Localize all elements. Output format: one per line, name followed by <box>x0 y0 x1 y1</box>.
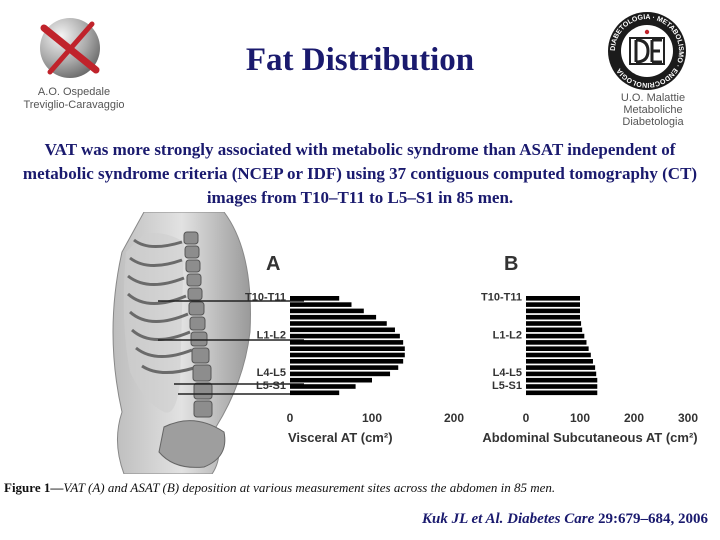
level-label-b-1: L1-L2 <box>493 329 522 341</box>
bar-a-12 <box>290 371 391 377</box>
department-seal: DIABETOLOGIA · METABOLISMO · ENDOCRINOLO… <box>606 10 688 92</box>
citation-details: 29:679–684, 2006 <box>594 511 708 527</box>
bar-b-9 <box>526 352 591 358</box>
bar-b-4 <box>526 321 582 326</box>
slide-description: VAT was more strongly associated with me… <box>22 140 698 207</box>
bar-a-4 <box>290 321 387 326</box>
citation-authors: Kuk JL et Al. <box>422 511 504 527</box>
bar-b-15 <box>526 390 598 396</box>
department-name-line2: Metaboliche <box>623 104 683 116</box>
panel-label-a: A <box>266 253 280 275</box>
tick-label-a-1: 100 <box>362 411 382 425</box>
department-seal-icon: DIABETOLOGIA · METABOLISMO · ENDOCRINOLO… <box>608 12 686 90</box>
figure-caption: Figure 1—VAT (A) and ASAT (B) deposition… <box>4 480 555 496</box>
bar-b-2 <box>526 308 580 314</box>
bar-a-6 <box>290 333 400 339</box>
tick-label-b-2: 200 <box>624 411 644 425</box>
bar-a-11 <box>290 365 399 370</box>
figure-caption-text: VAT (A) and ASAT (B) deposition at vario… <box>63 480 556 495</box>
x-axis-label-a: Visceral AT (cm²) <box>288 430 393 445</box>
slide-title: Fat Distribution <box>245 42 475 78</box>
torso-illustration <box>104 211 304 475</box>
hospital-name-line1: A.O. Ospedale <box>37 86 111 98</box>
department-name: U.O. Malattie Metaboliche Diabetologia <box>598 92 708 128</box>
tick-label-b-0: 0 <box>523 411 530 425</box>
tick-label-b-3: 300 <box>678 411 698 425</box>
bar-b-3 <box>526 314 580 320</box>
hospital-name: A.O. Ospedale Treviglio-Caravaggio <box>10 86 138 112</box>
bar-b-13 <box>526 377 598 383</box>
level-label-a-3: L5-S1 <box>256 380 286 392</box>
department-name-line1: U.O. Malattie <box>620 92 686 104</box>
bar-a-13 <box>290 377 372 383</box>
level-label-a-0: T10-T11 <box>245 292 286 304</box>
bar-b-10 <box>526 359 593 364</box>
bar-a-0 <box>290 296 340 301</box>
hospital-logo-icon <box>40 18 100 78</box>
bar-b-1 <box>526 302 580 307</box>
level-label-b-0: T10-T11 <box>481 292 522 304</box>
citation: Kuk JL et Al. Diabetes Care 29:679–684, … <box>300 511 708 528</box>
bar-a-8 <box>290 346 405 351</box>
bar-b-0 <box>526 296 580 301</box>
panel-label-b: B <box>504 253 518 275</box>
bar-a-9 <box>290 352 405 358</box>
department-name-line3: Diabetologia <box>622 116 684 128</box>
figure-caption-label: Figure 1— <box>4 480 64 495</box>
citation-journal: Diabetes Care <box>507 511 595 527</box>
x-axis-label-b: Abdominal Subcutaneous AT (cm²) <box>482 430 697 445</box>
bar-a-7 <box>290 340 404 345</box>
hospital-logo <box>36 14 104 82</box>
bar-a-1 <box>290 302 352 307</box>
bar-a-5 <box>290 327 395 333</box>
level-label-a-2: L4-L5 <box>257 367 286 379</box>
bar-b-11 <box>526 365 596 370</box>
level-label-b-2: L4-L5 <box>493 367 522 379</box>
bar-b-8 <box>526 346 589 351</box>
bar-a-3 <box>290 314 377 320</box>
bar-a-2 <box>290 308 364 314</box>
bar-a-14 <box>290 384 356 389</box>
level-label-b-3: L5-S1 <box>492 380 522 392</box>
bar-b-12 <box>526 371 597 377</box>
bar-a-15 <box>290 390 340 396</box>
tick-label-b-1: 100 <box>570 411 590 425</box>
hospital-name-line2: Treviglio-Caravaggio <box>23 99 125 111</box>
tick-label-a-0: 0 <box>287 411 294 425</box>
tick-label-a-2: 200 <box>444 411 464 425</box>
bar-b-14 <box>526 384 598 389</box>
level-label-a-1: L1-L2 <box>257 329 286 341</box>
bar-b-5 <box>526 327 583 333</box>
spine-illustration-icon <box>112 211 304 475</box>
bar-b-6 <box>526 333 585 339</box>
bar-a-10 <box>290 359 404 364</box>
bar-b-7 <box>526 340 587 345</box>
